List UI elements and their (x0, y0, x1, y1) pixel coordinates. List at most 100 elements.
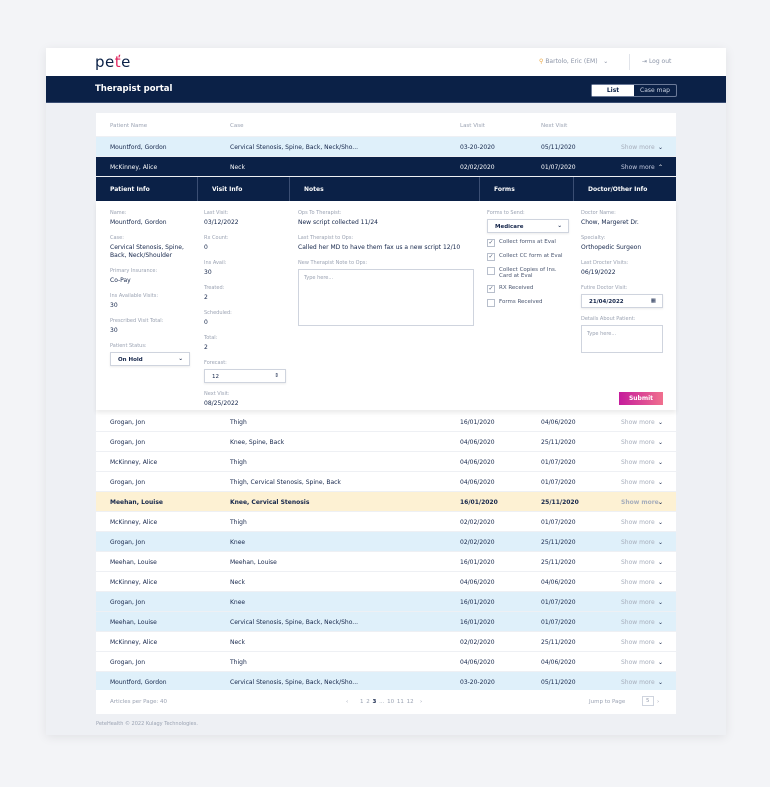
show-more-button[interactable]: Show more (621, 479, 655, 486)
future-visit-date-input[interactable]: 21/04/2022 ▦ (581, 294, 663, 308)
field-value: 03/12/2022 (204, 219, 239, 226)
chevron-icon[interactable]: ⌄ (658, 439, 664, 446)
table-row[interactable]: Grogan, Jon Knee 16/01/2020 01/07/2020 Show … (96, 592, 676, 612)
checkbox[interactable]: ✓ (487, 239, 495, 247)
table-row[interactable]: McKinney, Alice Neck 02/02/2020 01/07/2020 S… (96, 157, 676, 177)
table-row[interactable]: Meehan, Louise Meehan, Louise 16/01/2020 25… (96, 552, 676, 572)
chevron-icon[interactable]: ⌄ (658, 519, 664, 526)
app-window: peťe ⚲ Bartolo, Eric (EM) ⌄ ⇥ Log out Th… (46, 48, 726, 735)
page-link[interactable]: 3 (372, 699, 377, 705)
checkbox-item[interactable]: ✓ Collect forms at Eval (487, 239, 569, 247)
next-visit: 25/11/2020 (541, 559, 576, 566)
table-row[interactable]: McKinney, Alice Thigh 02/02/2020 01/07/2020… (96, 512, 676, 532)
next-page-icon[interactable]: › (420, 699, 423, 705)
chevron-icon[interactable]: ⌄ (658, 659, 664, 666)
chevron-icon[interactable]: ⌄ (658, 144, 664, 151)
chevron-icon[interactable]: ⌄ (658, 479, 664, 486)
forecast-stepper[interactable]: 12 ⇕ (204, 369, 286, 383)
tab-list[interactable]: List (592, 85, 634, 96)
title-band: Therapist portal List Case map (46, 76, 726, 103)
table-row[interactable]: Grogan, Jon Thigh 04/06/2020 04/06/2020 Show… (96, 652, 676, 672)
checkbox-item[interactable]: ✓ RX Received (487, 285, 569, 293)
checkbox[interactable]: ✓ (487, 253, 495, 261)
checkbox[interactable] (487, 299, 495, 307)
forms-select[interactable]: Medicare ⌄ (487, 219, 569, 233)
checkbox-item[interactable]: Collect Copies of Ins. Card at Eval (487, 267, 569, 279)
page-link[interactable]: 12 (406, 699, 414, 705)
show-more-button[interactable]: Show more (621, 599, 655, 606)
show-more-button[interactable]: Show more (621, 144, 655, 151)
table-row[interactable]: Grogan, Jon Knee, Spine, Back 04/06/2020 25… (96, 432, 676, 452)
calendar-icon[interactable]: ▦ (650, 298, 656, 304)
show-more-button[interactable]: Show more (621, 579, 655, 586)
chevron-icon[interactable]: ⌄ (658, 599, 664, 606)
checkbox[interactable]: ✓ (487, 285, 495, 293)
patient-status-select[interactable]: On Hold ⌄ (110, 352, 190, 366)
articles-per-page[interactable]: Articles per Page: 40 (110, 699, 168, 705)
checkbox-item[interactable]: ✓ Collect CC form at Eval (487, 253, 569, 261)
chevron-icon[interactable]: ⌄ (658, 419, 664, 426)
last-visit: 16/01/2020 (460, 619, 495, 626)
show-more-button[interactable]: Show more (621, 419, 655, 426)
user-menu[interactable]: ⚲ Bartolo, Eric (EM) ⌄ (539, 58, 609, 65)
table-row[interactable]: Mountford, Gordon Cervical Stenosis, Spin… (96, 137, 676, 157)
stepper-icon[interactable]: ⇕ (274, 373, 279, 379)
last-visit: 04/06/2020 (460, 479, 495, 486)
table-row[interactable]: McKinney, Alice Neck 04/06/2020 04/06/2020 S… (96, 572, 676, 592)
field-value: 30 (110, 327, 118, 334)
show-more-button[interactable]: Show more (621, 164, 655, 171)
chevron-icon[interactable]: ⌄ (658, 639, 664, 646)
logout-button[interactable]: ⇥ Log out (642, 58, 672, 65)
tab-case-map[interactable]: Case map (640, 87, 670, 94)
new-note-label: New Therapist Note to Ops: (298, 260, 368, 266)
show-more-button[interactable]: Show more (621, 519, 655, 526)
next-visit: 01/07/2020 (541, 459, 576, 466)
table-row[interactable]: McKinney, Alice Neck 02/02/2020 25/11/2020 S… (96, 632, 676, 652)
chevron-icon[interactable]: ⌄ (658, 539, 664, 546)
chevron-icon[interactable]: ⌃ (658, 164, 664, 171)
chevron-icon[interactable]: ⌄ (658, 559, 664, 566)
submit-button[interactable]: Submit (619, 392, 663, 405)
page-link[interactable]: ... (379, 699, 385, 705)
checkbox[interactable] (487, 267, 495, 275)
col-patient-name[interactable]: Patient Name (110, 123, 148, 129)
field-value: 2 (204, 344, 208, 351)
patient-name: Mountford, Gordon (110, 679, 167, 686)
chevron-icon[interactable]: ⌄ (658, 459, 664, 466)
detail-tab-doctor-info: Doctor/Other Info (588, 186, 648, 193)
show-more-button[interactable]: Show more (621, 679, 655, 686)
show-more-button[interactable]: Show more (621, 459, 655, 466)
show-more-button[interactable]: Show more (621, 499, 659, 506)
show-more-button[interactable]: Show more (621, 439, 655, 446)
table-row[interactable]: Grogan, Jon Thigh 16/01/2020 04/06/2020 Show… (96, 412, 676, 432)
chevron-icon[interactable]: ⌄ (658, 619, 664, 626)
logo[interactable]: peťe (95, 53, 131, 71)
prev-page-icon[interactable]: ‹ (346, 699, 349, 705)
table-row[interactable]: McKinney, Alice Thigh 04/06/2020 01/07/2020… (96, 452, 676, 472)
show-more-button[interactable]: Show more (621, 559, 655, 566)
table-row[interactable]: Meehan, Louise Knee, Cervical Stenosis 16/… (96, 492, 676, 512)
table-row[interactable]: Mountford, Gordon Cervical Stenosis, Spin… (96, 672, 676, 692)
page-link[interactable]: 2 (366, 699, 370, 705)
checkbox-item[interactable]: Forms Received (487, 299, 569, 307)
table-row[interactable]: Grogan, Jon Knee 02/02/2020 25/11/2020 Show … (96, 532, 676, 552)
page-link[interactable]: 1 (360, 699, 364, 705)
show-more-button[interactable]: Show more (621, 659, 655, 666)
page-link[interactable]: 11 (396, 699, 404, 705)
new-note-textarea[interactable]: Type here... (298, 269, 474, 326)
chevron-icon[interactable]: ⌄ (658, 679, 664, 686)
table-row[interactable]: Meehan, Louise Cervical Stenosis, Spine, … (96, 612, 676, 632)
show-more-button[interactable]: Show more (621, 539, 655, 546)
chevron-icon[interactable]: ⌄ (658, 579, 664, 586)
show-more-button[interactable]: Show more (621, 619, 655, 626)
page-link[interactable]: 10 (387, 699, 395, 705)
col-case[interactable]: Case (230, 123, 244, 129)
jump-page-input[interactable]: 5 (642, 696, 654, 706)
chevron-icon[interactable]: ⌄ (658, 499, 664, 506)
details-textarea[interactable]: Type here... (581, 325, 663, 353)
table-row[interactable]: Grogan, Jon Thigh, Cervical Stenosis, Spi… (96, 472, 676, 492)
col-last-visit[interactable]: Last Visit (460, 123, 485, 129)
jump-go-icon[interactable]: › (657, 699, 660, 705)
show-more-button[interactable]: Show more (621, 639, 655, 646)
col-next-visit[interactable]: Next Visit (541, 123, 568, 129)
